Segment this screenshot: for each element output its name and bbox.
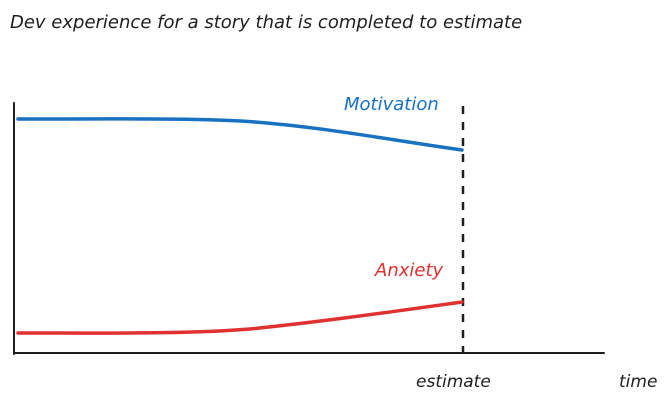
diagram-title: Dev experience for a story that is compl… (10, 12, 522, 33)
anxiety-curve (16, 300, 464, 335)
estimate-label: estimate (416, 372, 491, 392)
anxiety-label: Anxiety (374, 260, 444, 281)
time-label: time (619, 372, 657, 392)
motivation-label: Motivation (344, 94, 439, 115)
motivation-curve (16, 117, 464, 152)
